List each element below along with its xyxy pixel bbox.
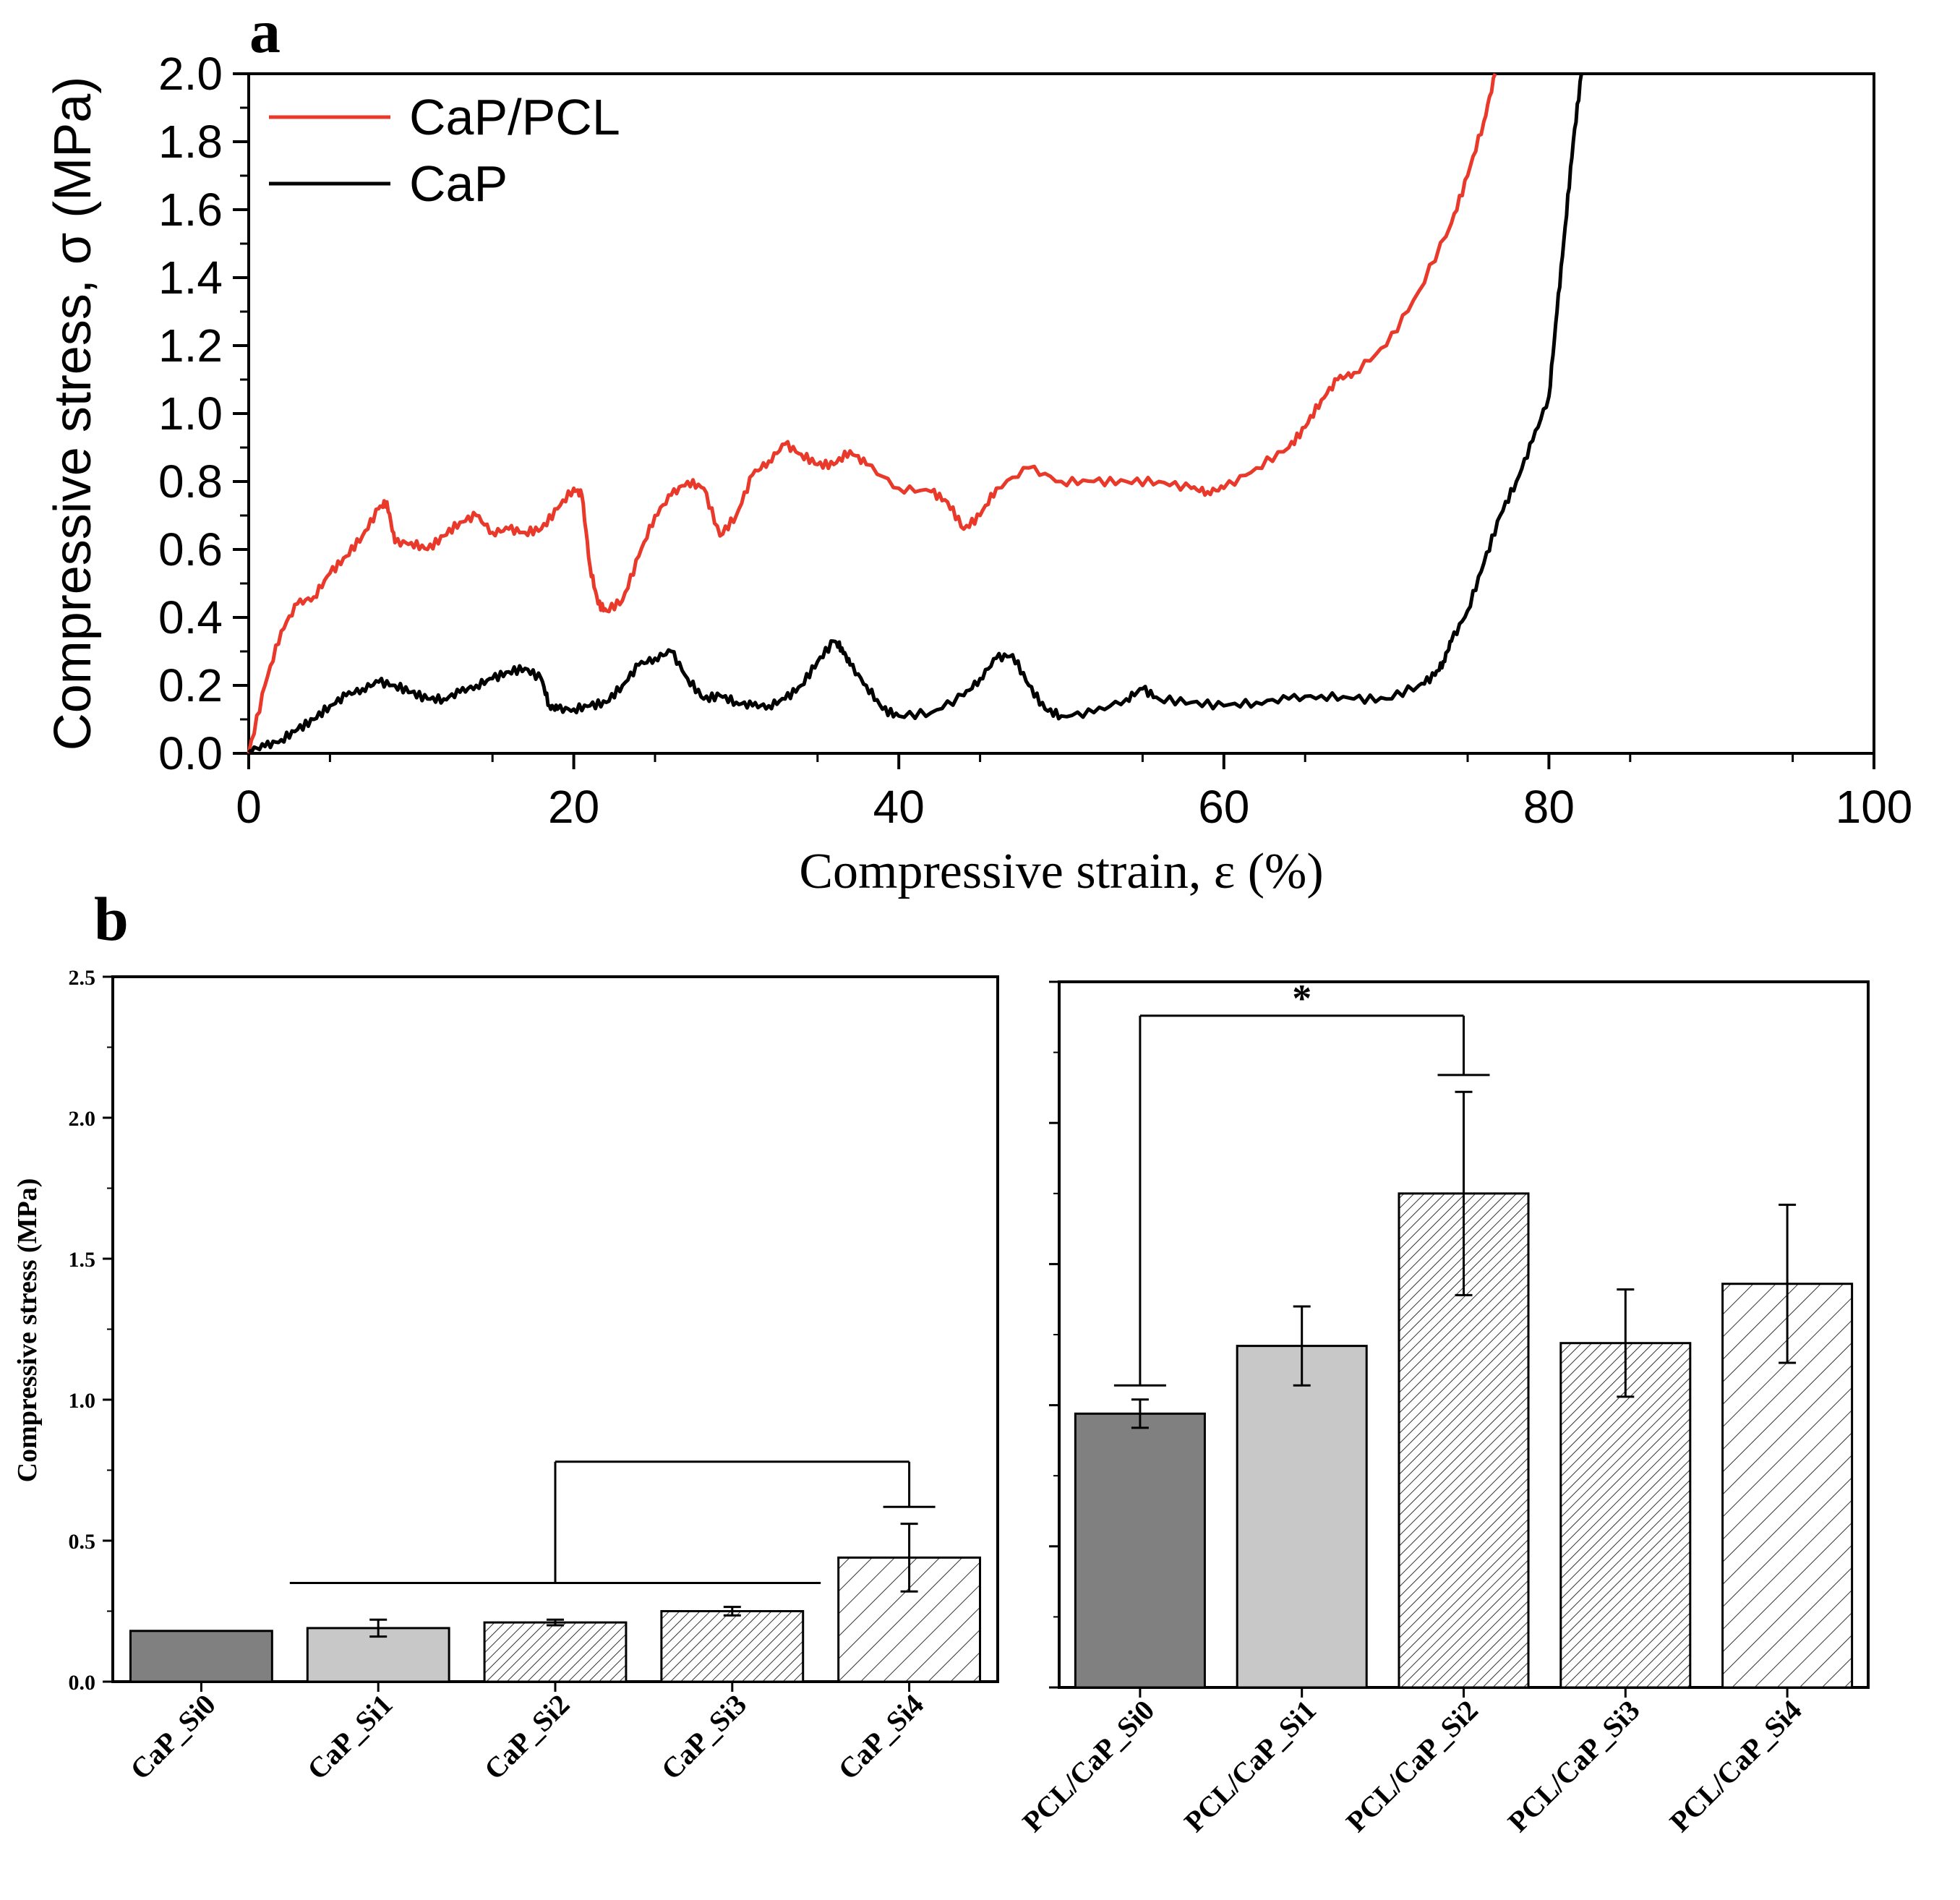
y-tick-label-a: 0.6 [158,523,223,575]
legend-a: CaP/PCL CaP [269,89,620,212]
x-tick-label-a: 100 [1836,781,1913,833]
series-lines-a [247,72,1583,755]
category-label-PCL/CaP_Si3: PCL/CaP_Si3 [1502,1694,1646,1839]
bar-PCL/CaP_Si3 [1559,1342,1692,1689]
y-tick-label: 0.0 [69,1671,96,1695]
x-tick-label-a: 0 [236,781,262,833]
series-line-cap [247,73,1583,755]
y-tick-label-a: 1.8 [158,116,223,168]
line-chart-panel-a: 0 20 40 60 80 100 0.0 0.2 0.4 0.6 0.8 1.0 1.2 1.4 1.6 1… [44,48,1912,899]
category-labels-b-right: PCL/CaP_Si0 PCL/CaP_Si1 PCL/CaP_Si2 PCL/CaP… [1016,1694,1807,1839]
axis-ticks-b-right [1049,980,1789,1698]
y-tick-label: 0.5 [69,1530,96,1554]
category-label-CaP_Si3: CaP_Si3 [655,1688,753,1786]
bar-CaP_Si3 [660,1610,805,1683]
y-tick-label-a: 0.0 [158,727,223,779]
y-tick-label-a: 1.6 [158,184,223,236]
y-tick-label-a: 1.0 [158,388,223,440]
brackets-b-left [289,1460,936,1584]
y-tick-label-a: 0.4 [158,591,223,643]
y-tick-label-a: 1.4 [158,252,223,304]
category-label-PCL/CaP_Si0: PCL/CaP_Si0 [1016,1694,1160,1839]
category-label-PCL/CaP_Si1: PCL/CaP_Si1 [1178,1694,1322,1839]
brackets-b-right: * [1113,977,1490,1387]
series-line-cap-pcl [247,72,1497,754]
bar-CaP_Si0 [129,1630,273,1683]
category-label-PCL/CaP_Si4: PCL/CaP_Si4 [1663,1694,1807,1839]
y-tick-label-a: 0.2 [158,659,223,711]
bar-chart-panel-b-left: 0.0 0.5 1.0 1.5 2.0 2.5 CaP_Si0 CaP_Si1 CaP_Si2… [12,966,999,1786]
bar-CaP_Si2 [483,1621,628,1683]
x-tick-label-a: 80 [1523,781,1575,833]
category-label-CaP_Si1: CaP_Si1 [301,1688,399,1786]
panel-b-letter: b [94,884,129,954]
y-axis-label-a: Compressive stress, σ (MPa) [44,77,102,751]
category-label-CaP_Si4: CaP_Si4 [831,1688,930,1786]
y-tick-label-a: 1.2 [158,320,223,372]
significance-star-0: * [1292,977,1311,1020]
x-tick-label-a: 60 [1198,781,1249,833]
category-labels-b-left: CaP_Si0 CaP_Si1 CaP_Si2 CaP_Si3 CaP_Si4 [124,1688,930,1786]
bars-b-right [1074,1090,1854,1689]
axis-ticks-a: 0 20 40 60 80 100 0.0 0.2 0.4 0.6 0.8 1.0 1.2 1.4 1.6 1… [158,48,1912,833]
x-tick-label-a: 20 [548,781,599,833]
legend-label-1: CaP [409,155,508,212]
bar-PCL/CaP_Si0 [1074,1412,1206,1689]
axis-ticks-b-left: 0.0 0.5 1.0 1.5 2.0 2.5 [69,966,911,1695]
bar-PCL/CaP_Si1 [1236,1345,1368,1689]
y-tick-label: 1.5 [69,1248,96,1272]
legend-label-0: CaP/PCL [409,89,620,145]
y-axis-label-b: Compressive stress (MPa) [12,1178,43,1483]
panel-a-letter: a [249,0,281,66]
bar-chart-panel-b-right: * PCL/CaP_Si0 PCL/CaP_Si1 PCL/CaP_Si2 PCL/C… [1016,977,1870,1839]
bars-b-left [129,1523,982,1683]
x-axis-label-a: Compressive strain, ε (%) [799,844,1323,899]
y-tick-label-a: 0.8 [158,455,223,508]
x-tick-label-a: 40 [873,781,925,833]
y-tick-label: 1.0 [69,1389,96,1413]
y-tick-label-a: 2.0 [158,48,223,100]
y-tick-label: 2.5 [69,966,96,990]
category-label-CaP_Si2: CaP_Si2 [478,1688,576,1786]
y-tick-label: 2.0 [69,1107,96,1131]
category-label-CaP_Si0: CaP_Si0 [124,1688,222,1786]
category-label-PCL/CaP_Si2: PCL/CaP_Si2 [1340,1694,1484,1839]
